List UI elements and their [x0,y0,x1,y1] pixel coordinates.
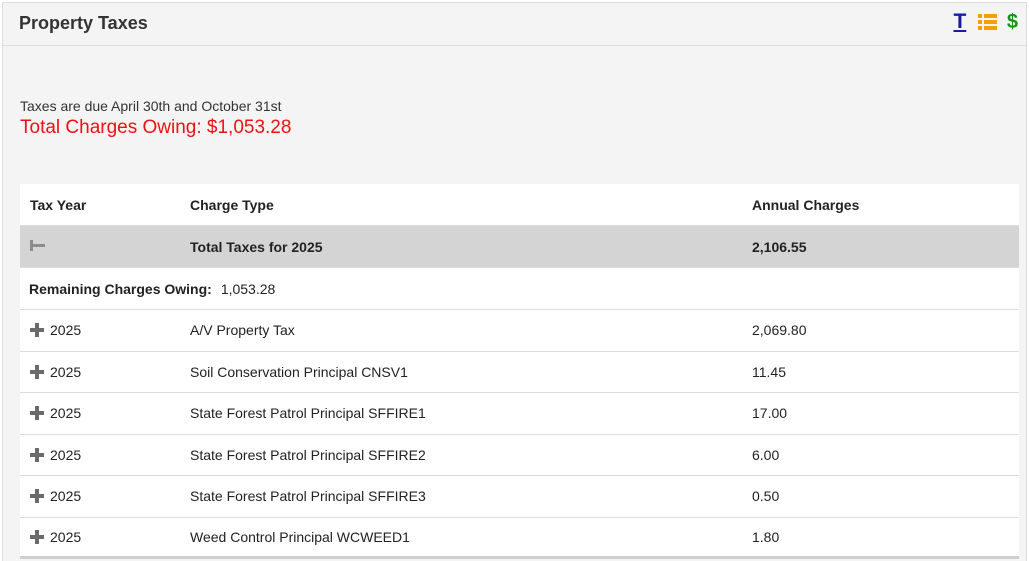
total-taxes-amount: 2,106.55 [752,238,807,255]
expand-icon[interactable] [30,406,44,421]
tax-year: 2025 [50,405,82,422]
annual-charge-amount: 1.80 [752,528,780,545]
total-taxes-row[interactable]: Total Taxes for 2025 2,106.55 [20,226,1019,268]
tax-year-cell: 2025 [30,393,81,434]
tax-year-cell: 2025 [30,518,81,557]
table-row[interactable]: 2025 Soil Conservation Principal CNSV1 11.… [20,352,1019,393]
annual-charge-amount: 17.00 [752,405,788,422]
tax-year: 2025 [50,446,82,463]
table-row[interactable]: 2025 State Forest Patrol Principal SFFIRE… [20,476,1019,518]
panel-title: Property Taxes [19,13,148,33]
table-row[interactable]: 2025 State Forest Patrol Principal SFFIRE… [20,393,1019,435]
tax-year-cell: 2025 [30,310,81,351]
expand-icon[interactable] [30,529,44,544]
annual-charge-amount: 6.00 [752,446,780,463]
charge-type: State Forest Patrol Principal SFFIRE1 [190,405,426,422]
table-header-row: Tax Year Charge Type Annual Charges [20,184,1019,226]
due-dates-text: Taxes are due April 30th and October 31s… [20,98,282,114]
total-taxes-label: Total Taxes for 2025 [190,238,323,255]
remaining-label: Remaining Charges Owing: [29,280,212,297]
collapse-icon[interactable] [30,239,45,254]
list-icon[interactable] [977,13,997,31]
header-tax-year: Tax Year [30,196,87,213]
remaining-amount: 1,053.28 [220,280,276,297]
header-annual-charges: Annual Charges [752,196,860,213]
total-charges-owing: Total Charges Owing: $1,053.28 [20,117,292,138]
table-row[interactable]: 2025 Weed Control Principal WCWEED1 1.80 [20,518,1019,559]
expand-icon[interactable] [30,489,44,504]
table-row[interactable]: 2025 A/V Property Tax 2,069.80 [20,310,1019,352]
text-icon[interactable]: T [953,10,967,33]
tax-year: 2025 [50,488,82,505]
dollar-icon[interactable]: $ [1006,11,1018,33]
tax-year: 2025 [50,528,82,545]
table-row[interactable]: 2025 State Forest Patrol Principal SFFIRE… [20,435,1019,476]
tax-year: 2025 [50,363,82,380]
tax-charges-table: Tax Year Charge Type Annual Charges Tota… [20,184,1019,559]
expand-icon[interactable] [30,323,44,338]
header-charge-type: Charge Type [190,196,274,213]
tax-year-cell: 2025 [30,476,81,517]
header-icons: T $ [952,10,1018,34]
charge-type: Weed Control Principal WCWEED1 [190,528,410,545]
charge-type: A/V Property Tax [190,322,295,339]
remaining-charges-row: Remaining Charges Owing: 1,053.28 [20,268,1019,310]
charge-type: Soil Conservation Principal CNSV1 [190,363,408,380]
tax-year: 2025 [50,322,82,339]
expand-icon[interactable] [30,364,44,379]
charge-type: State Forest Patrol Principal SFFIRE3 [190,488,426,505]
annual-charge-amount: 11.45 [752,363,786,380]
expand-icon[interactable] [30,447,44,462]
panel-header: Property Taxes T $ [3,3,1026,46]
remaining-cell: Remaining Charges Owing: 1,053.28 [29,268,275,309]
total-toggle-cell [30,226,50,267]
annual-charge-amount: 2,069.80 [752,322,807,339]
tax-year-cell: 2025 [30,352,81,393]
annual-charge-amount: 0.50 [752,488,780,505]
charge-rows: 2025 A/V Property Tax 2,069.80 2025 Soil Con… [20,310,1019,559]
charge-type: State Forest Patrol Principal SFFIRE2 [190,446,426,463]
tax-year-cell: 2025 [30,435,81,476]
